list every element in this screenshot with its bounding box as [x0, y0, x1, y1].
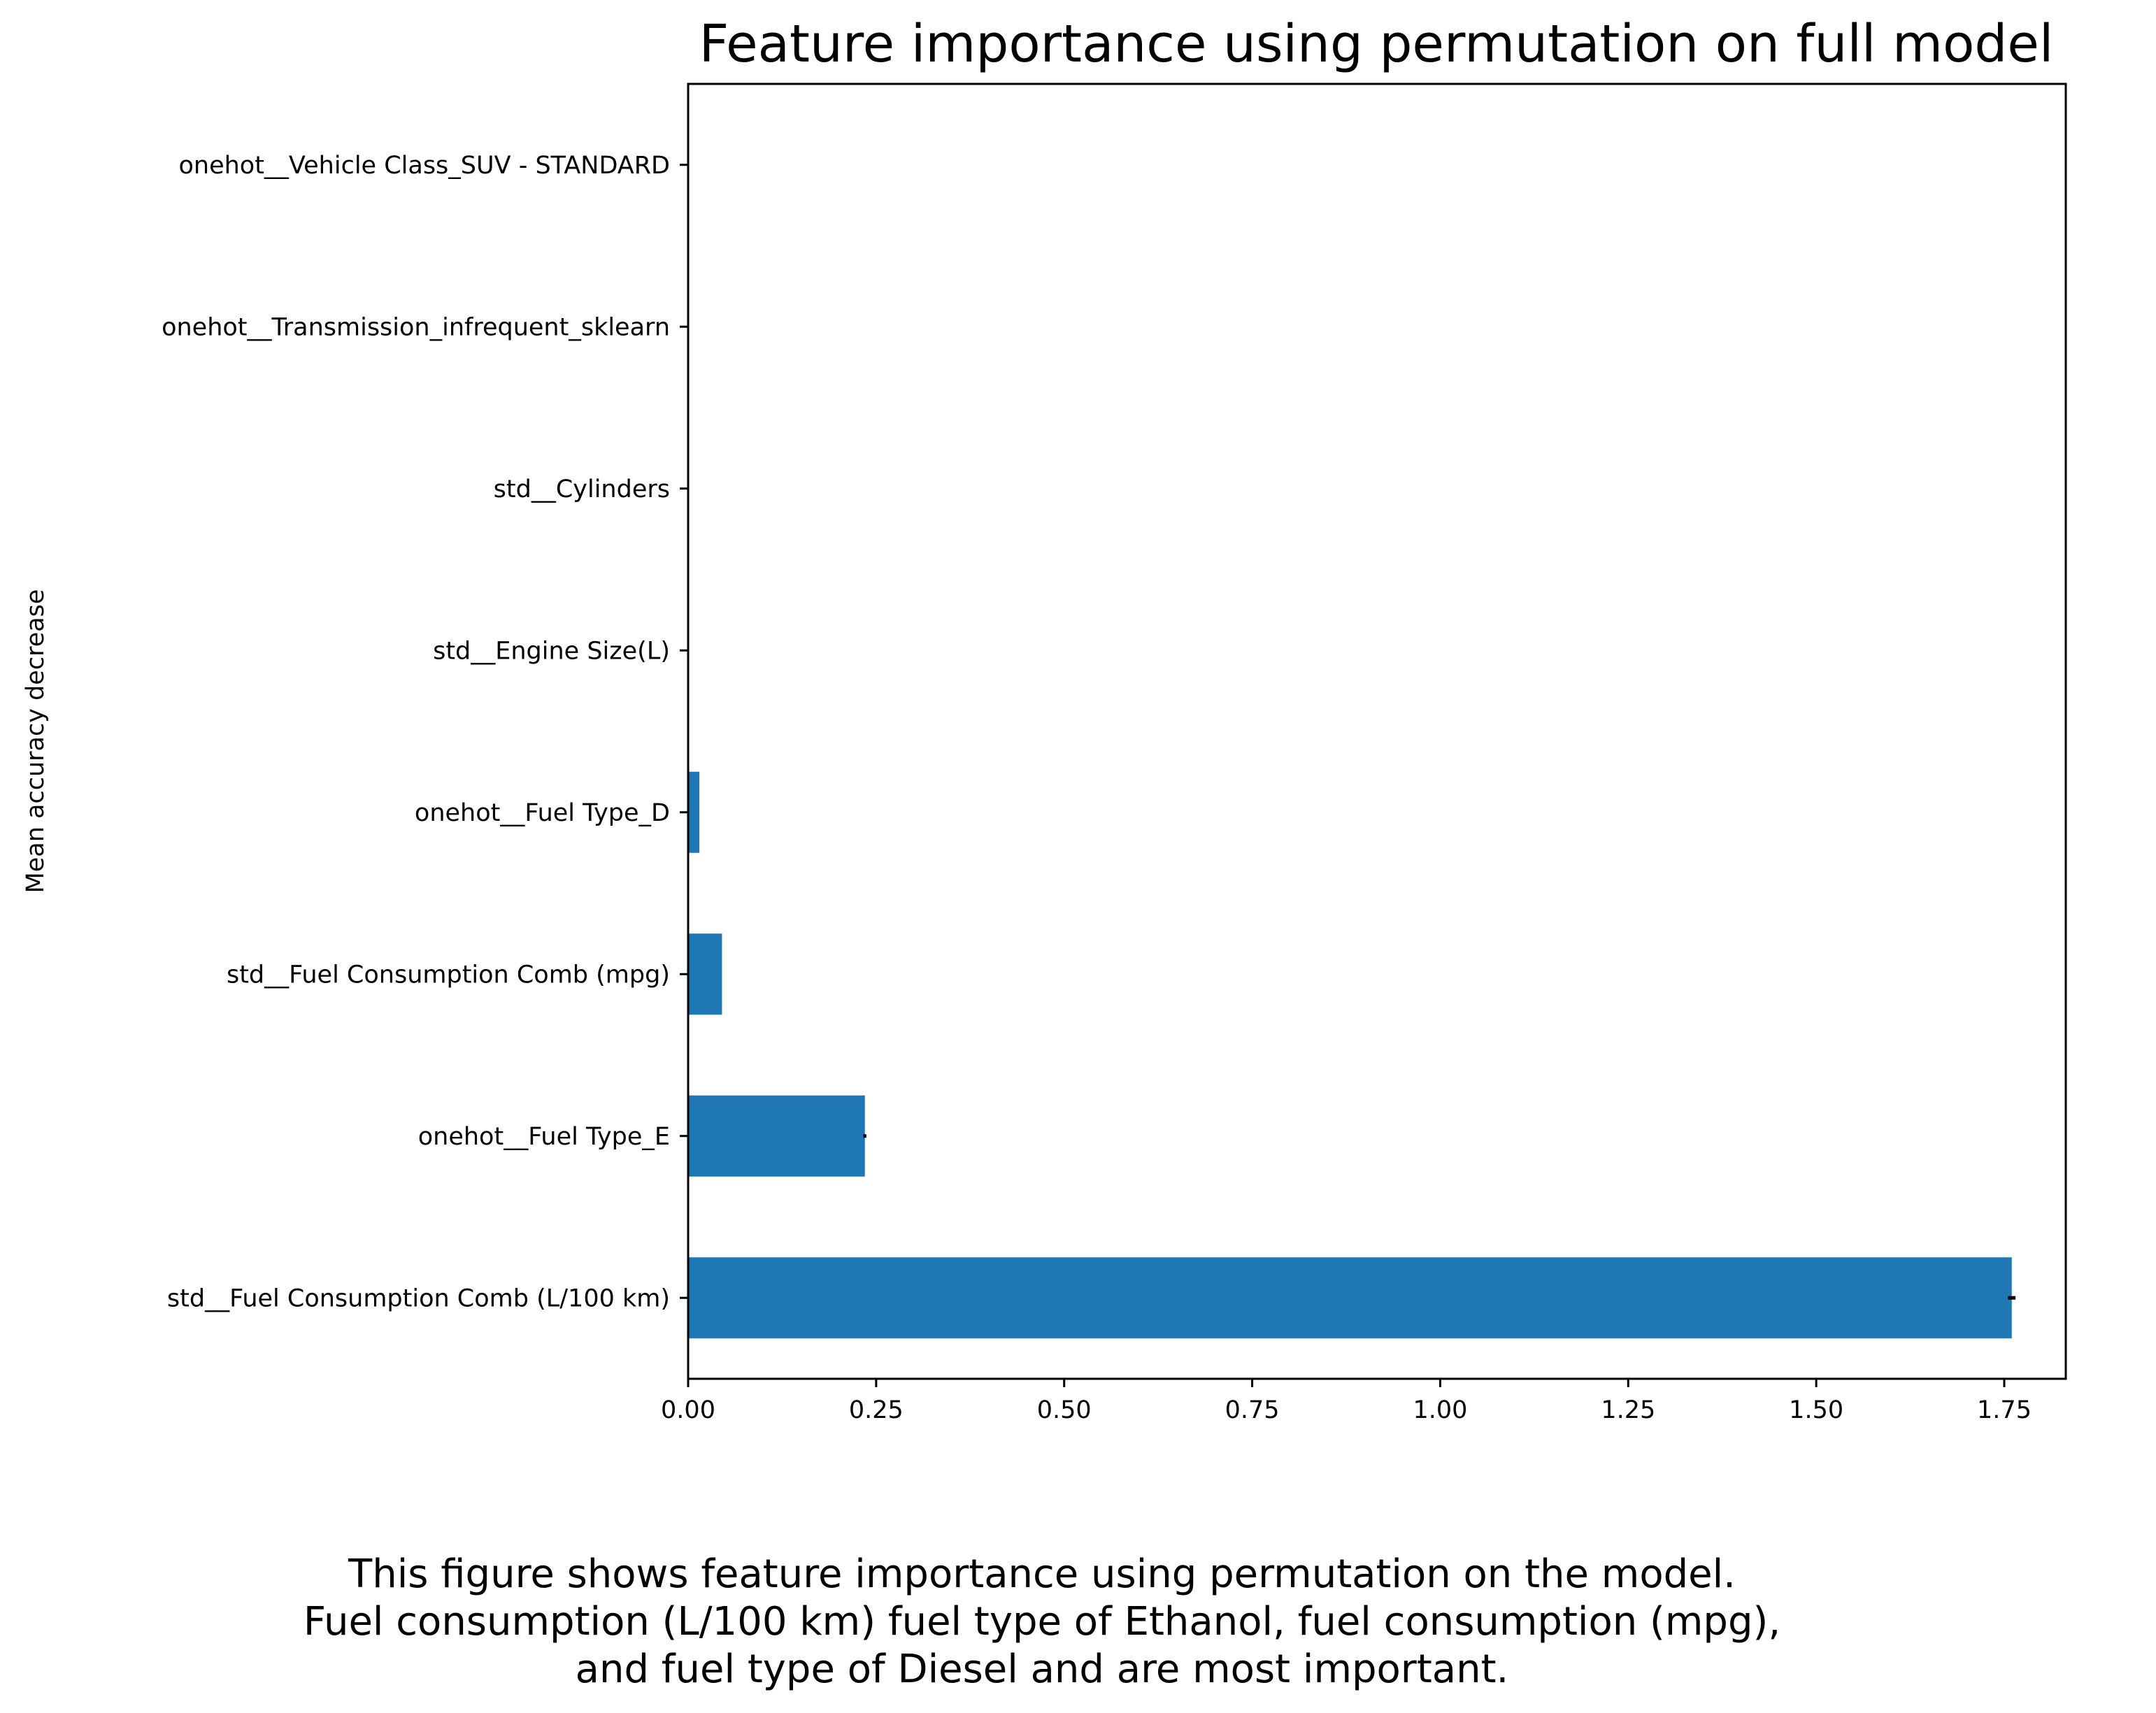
y-tick-label: onehot__Vehicle Class_SUV - STANDARD — [178, 152, 670, 180]
y-tick-label: onehot__Fuel Type_E — [418, 1123, 670, 1151]
bar — [688, 933, 722, 1015]
y-tick-label: std__Engine Size(L) — [433, 637, 670, 665]
bar — [688, 1257, 2012, 1339]
caption-line-3: and fuel type of Diesel and are most imp… — [575, 1647, 1509, 1692]
y-tick-label: onehot__Transmission_infrequent_sklearn — [162, 313, 670, 341]
plot-frame — [687, 83, 2067, 1380]
bar — [688, 1095, 865, 1177]
y-axis-label: Mean accuracy decrease — [22, 589, 50, 894]
y-tick-label: std__Fuel Consumption Comb (L/100 km) — [167, 1284, 670, 1312]
y-tick-label: std__Cylinders — [494, 475, 670, 503]
plot-area: std__Fuel Consumption Comb (L/100 km) one… — [162, 83, 2067, 1424]
y-tick-label: std__Fuel Consumption Comb (mpg) — [227, 961, 670, 989]
x-tick-label: 1.00 — [1413, 1396, 1467, 1424]
bar — [688, 771, 700, 853]
chart-title: Feature importance using permutation on … — [699, 14, 2054, 74]
y-tick-label: onehot__Fuel Type_D — [415, 799, 670, 827]
x-tick-label: 0.25 — [849, 1396, 904, 1424]
x-tick-label: 0.00 — [661, 1396, 715, 1424]
x-tick-label: 0.50 — [1037, 1396, 1092, 1424]
x-tick-label: 1.50 — [1789, 1396, 1843, 1424]
figure-caption: This figure shows feature importance usi… — [0, 1551, 2084, 1693]
caption-line-2: Fuel consumption (L/100 km) fuel type of… — [303, 1599, 1781, 1644]
caption-line-1: This figure shows feature importance usi… — [348, 1551, 1736, 1597]
x-tick-label: 1.75 — [1977, 1396, 2032, 1424]
x-tick-label: 0.75 — [1225, 1396, 1280, 1424]
x-tick-label: 1.25 — [1601, 1396, 1655, 1424]
